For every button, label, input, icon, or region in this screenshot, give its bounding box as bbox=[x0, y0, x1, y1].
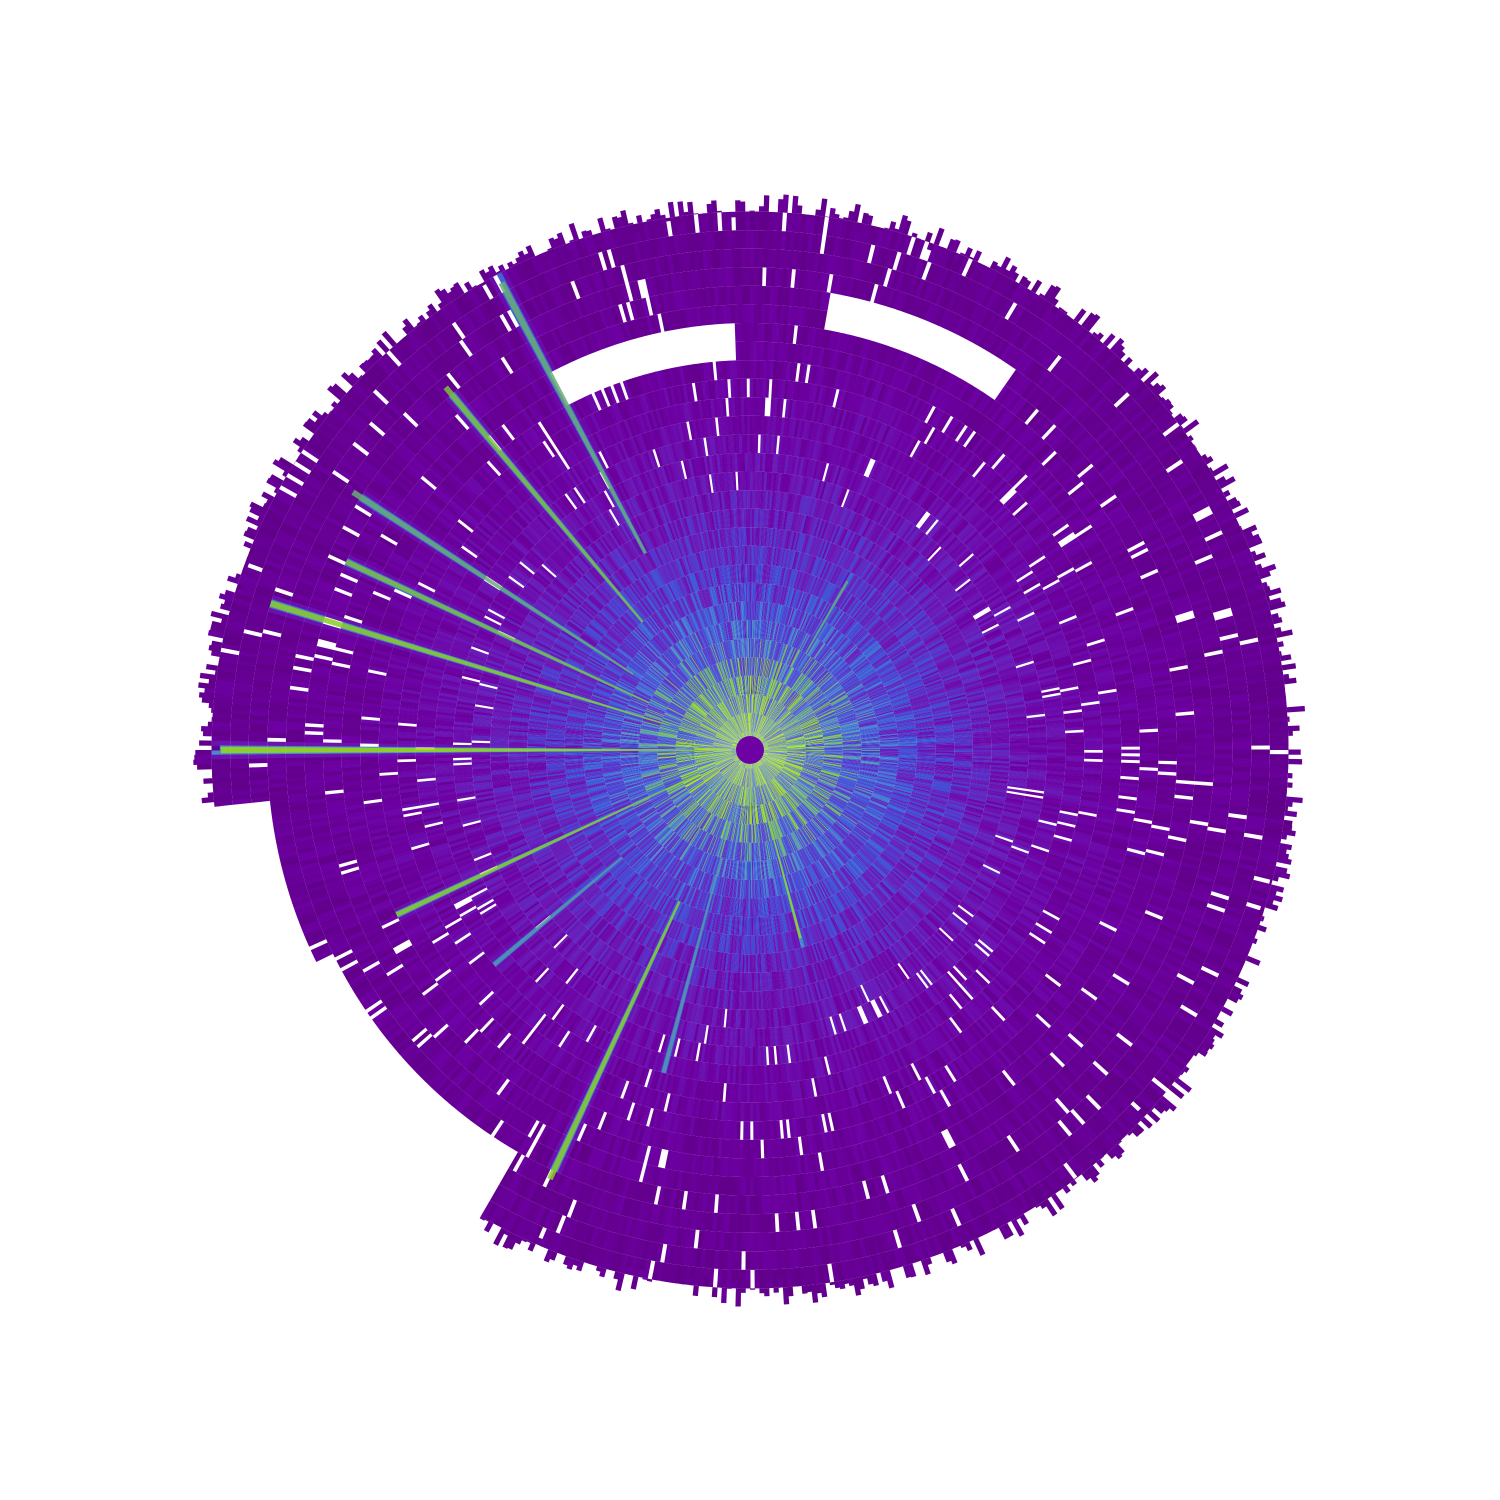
heatmap-cell bbox=[750, 620, 751, 639]
heatmap-cell bbox=[750, 639, 751, 658]
heatmap-cell bbox=[749, 861, 750, 880]
heatmap-cell bbox=[749, 843, 750, 862]
heatmap-cell bbox=[843, 750, 862, 751]
